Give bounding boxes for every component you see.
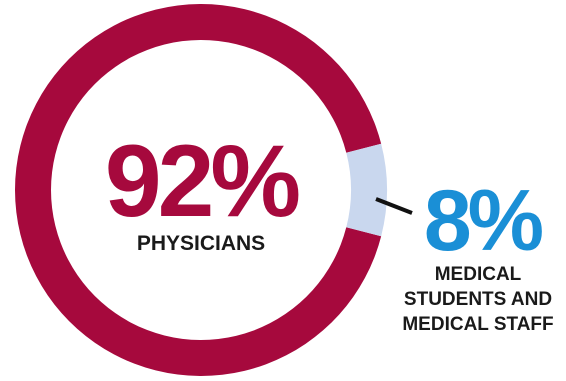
connector-line xyxy=(375,197,413,215)
physicians-percentage: 92% xyxy=(104,124,301,238)
medical-students-staff-percentage: 8% xyxy=(423,173,544,269)
physicians-label: PHYSICIANS xyxy=(136,232,266,255)
medical-students-staff-label: MEDICAL STUDENTS AND MEDICAL STAFF xyxy=(402,264,554,335)
slice-medical-students-and-staff xyxy=(346,143,387,237)
